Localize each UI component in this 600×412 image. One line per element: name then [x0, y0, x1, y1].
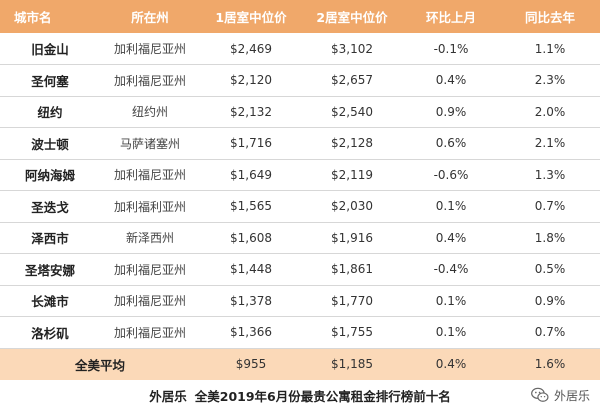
header-mom: 环比上月: [425, 10, 476, 25]
cell-state: 纽约州: [100, 96, 200, 128]
table-row: 圣何塞 加利福尼亚州 $2,120 $2,657 0.4% 2.3%: [0, 64, 600, 97]
table-row: 圣迭戈 加利福利亚州 $1,565 $2,030 0.1% 0.7%: [0, 190, 600, 223]
cell-mom: 0.1%: [402, 190, 500, 223]
average-label: 全美平均: [74, 357, 125, 373]
average-mom: 0.4%: [435, 357, 467, 372]
rent-ranking-table: 城市名 所在州 1居室中位价 2居室中位价 环比上月 同比去年 旧金山 加利福尼…: [0, 0, 600, 380]
cell-city: 阿纳海姆: [0, 159, 100, 191]
cell-two-bedroom: $2,128: [302, 127, 402, 160]
table-caption: 外居乐 全美2019年6月份最贵公寓租金排行榜前十名: [0, 379, 600, 412]
caption-brand: 外居乐: [149, 389, 187, 404]
table-row: 纽约 纽约州 $2,132 $2,540 0.9% 2.0%: [0, 96, 600, 128]
cell-two-bedroom: $1,916: [302, 222, 402, 254]
header-two-bedroom: 2居室中位价: [316, 10, 388, 25]
table-row: 洛杉矶 加利福尼亚州 $1,366 $1,755 0.1% 0.7%: [0, 316, 600, 349]
cell-mom: 0.9%: [402, 96, 500, 128]
cell-mom: 0.4%: [402, 64, 500, 97]
wechat-icon: [531, 387, 549, 402]
header-city: 城市名: [14, 10, 52, 25]
table-header: 城市名 所在州 1居室中位价 2居室中位价 环比上月 同比去年: [0, 0, 600, 33]
cell-mom: 0.4%: [402, 222, 500, 254]
cell-city: 圣何塞: [0, 64, 100, 97]
cell-one-bedroom: $1,608: [200, 222, 302, 254]
cell-mom: 0.6%: [402, 127, 500, 160]
caption-title: 全美2019年6月份最贵公寓租金排行榜前十名: [194, 389, 451, 404]
cell-yoy: 0.5%: [500, 253, 600, 286]
cell-state: 加利福尼亚州: [100, 159, 200, 191]
average-one-bedroom: $955: [235, 357, 267, 372]
cell-yoy: 0.7%: [500, 190, 600, 223]
cell-one-bedroom: $1,716: [200, 127, 302, 160]
cell-city: 圣迭戈: [0, 190, 100, 223]
cell-yoy: 2.0%: [500, 96, 600, 128]
cell-two-bedroom: $2,119: [302, 159, 402, 191]
header-yoy: 同比去年: [524, 10, 575, 25]
cell-one-bedroom: $2,469: [200, 33, 302, 65]
cell-city: 长滩市: [0, 285, 100, 317]
table-row: 泽西市 新泽西州 $1,608 $1,916 0.4% 1.8%: [0, 222, 600, 254]
cell-two-bedroom: $1,755: [302, 316, 402, 349]
header-state: 所在州: [131, 10, 169, 25]
cell-one-bedroom: $1,366: [200, 316, 302, 349]
cell-one-bedroom: $1,378: [200, 285, 302, 317]
cell-mom: 0.1%: [402, 316, 500, 349]
table-body: 旧金山 加利福尼亚州 $2,469 $3,102 -0.1% 1.1% 圣何塞 …: [0, 33, 600, 380]
cell-city: 洛杉矶: [0, 316, 100, 349]
cell-one-bedroom: $1,565: [200, 190, 302, 223]
cell-two-bedroom: $2,540: [302, 96, 402, 128]
cell-state: 加利福尼亚州: [100, 253, 200, 286]
table-row: 波士顿 马萨诸塞州 $1,716 $2,128 0.6% 2.1%: [0, 127, 600, 160]
cell-state: 马萨诸塞州: [100, 127, 200, 160]
watermark: 外居乐: [530, 380, 590, 410]
cell-mom: -0.1%: [402, 33, 500, 65]
cell-two-bedroom: $1,861: [302, 253, 402, 286]
cell-yoy: 1.8%: [500, 222, 600, 254]
cell-state: 加利福尼亚州: [100, 285, 200, 317]
rent-ranking-table-container: 城市名 所在州 1居室中位价 2居室中位价 环比上月 同比去年 旧金山 加利福尼…: [0, 0, 600, 380]
average-row: 全美平均 $955 $1,185 0.4% 1.6%: [0, 348, 600, 380]
cell-two-bedroom: $2,030: [302, 190, 402, 223]
header-row: 城市名 所在州 1居室中位价 2居室中位价 环比上月 同比去年: [0, 0, 600, 33]
cell-yoy: 0.9%: [500, 285, 600, 317]
cell-two-bedroom: $1,770: [302, 285, 402, 317]
cell-city: 泽西市: [0, 222, 100, 254]
cell-state: 加利福利亚州: [100, 190, 200, 223]
cell-one-bedroom: $1,448: [200, 253, 302, 286]
cell-one-bedroom: $2,132: [200, 96, 302, 128]
cell-one-bedroom: $1,649: [200, 159, 302, 191]
cell-yoy: 2.1%: [500, 127, 600, 160]
average-yoy: 1.6%: [534, 357, 566, 372]
average-two-bedroom: $1,185: [331, 357, 373, 372]
cell-yoy: 2.3%: [500, 64, 600, 97]
cell-two-bedroom: $3,102: [302, 33, 402, 65]
table-row: 圣塔安娜 加利福尼亚州 $1,448 $1,861 -0.4% 0.5%: [0, 253, 600, 286]
header-one-bedroom: 1居室中位价: [215, 10, 287, 25]
table-row: 长滩市 加利福尼亚州 $1,378 $1,770 0.1% 0.9%: [0, 285, 600, 317]
cell-state: 加利福尼亚州: [100, 64, 200, 97]
cell-state: 新泽西州: [100, 222, 200, 254]
cell-yoy: 1.3%: [500, 159, 600, 191]
cell-mom: -0.4%: [402, 253, 500, 286]
table-row: 阿纳海姆 加利福尼亚州 $1,649 $2,119 -0.6% 1.3%: [0, 159, 600, 191]
cell-mom: -0.6%: [402, 159, 500, 191]
cell-yoy: 1.1%: [500, 33, 600, 65]
cell-mom: 0.1%: [402, 285, 500, 317]
cell-state: 加利福尼亚州: [100, 316, 200, 349]
watermark-text: 外居乐: [553, 388, 590, 403]
cell-state: 加利福尼亚州: [100, 33, 200, 65]
cell-one-bedroom: $2,120: [200, 64, 302, 97]
cell-yoy: 0.7%: [500, 316, 600, 349]
cell-city: 圣塔安娜: [0, 253, 100, 286]
cell-city: 波士顿: [0, 127, 100, 160]
table-row: 旧金山 加利福尼亚州 $2,469 $3,102 -0.1% 1.1%: [0, 33, 600, 65]
cell-city: 旧金山: [0, 33, 100, 65]
cell-two-bedroom: $2,657: [302, 64, 402, 97]
cell-city: 纽约: [0, 96, 100, 128]
